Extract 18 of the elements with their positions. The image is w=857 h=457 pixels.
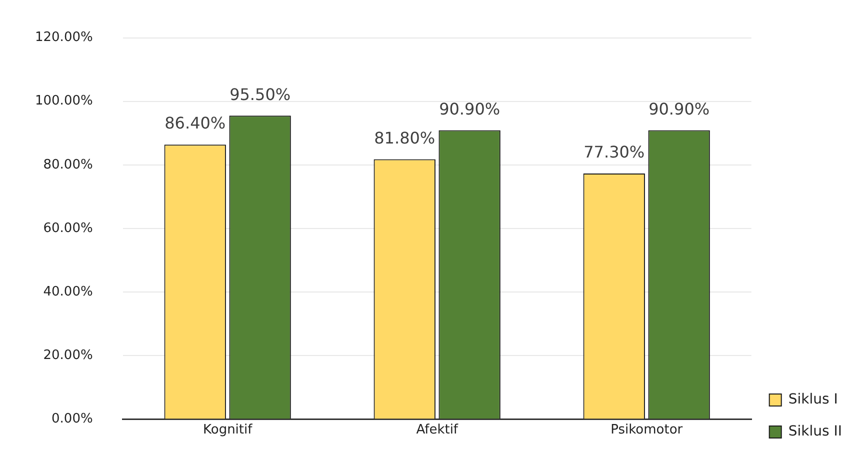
y-tick-label: 0.00% bbox=[52, 412, 93, 427]
legend-label: Siklus II bbox=[788, 424, 842, 440]
y-tick-label: 100.00% bbox=[34, 94, 93, 109]
y-tick-label: 120.00% bbox=[34, 30, 93, 46]
x-tick-label: Psikomotor bbox=[610, 422, 684, 438]
y-tick-label: 40.00% bbox=[43, 284, 93, 300]
data-label: 86.40% bbox=[164, 114, 226, 133]
y-tick-label: 60.00% bbox=[43, 220, 93, 236]
x-tick-label: Afektif bbox=[416, 422, 458, 438]
y-tick-label: 80.00% bbox=[43, 157, 93, 172]
y-tick-label: 20.00% bbox=[43, 348, 93, 364]
data-label: 77.30% bbox=[584, 142, 645, 162]
x-tick-label: Kognitif bbox=[202, 422, 253, 438]
data-label: 95.50% bbox=[230, 84, 291, 104]
data-label: 90.90% bbox=[648, 99, 710, 118]
legend-label: Siklus I bbox=[788, 392, 838, 408]
data-label: 81.80% bbox=[374, 128, 436, 148]
data-label: 90.90% bbox=[439, 99, 500, 118]
